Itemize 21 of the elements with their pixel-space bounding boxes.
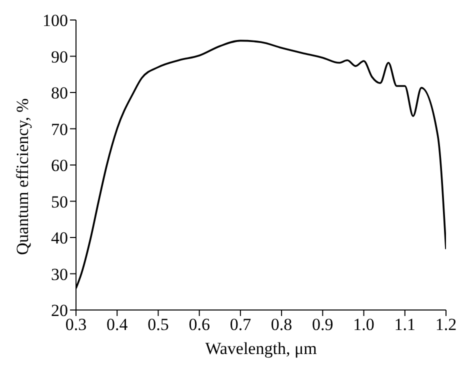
y-axis-title: Quantum efficiency, % <box>13 98 32 255</box>
x-tick-label: 0.6 <box>188 315 210 334</box>
y-tick-label: 50 <box>51 192 68 212</box>
y-tick-label: 100 <box>42 11 68 30</box>
y-tick-label: 20 <box>51 301 68 320</box>
y-tick-label: 60 <box>51 156 68 176</box>
y-tick-label: 40 <box>51 228 68 248</box>
x-tick-label: 1.1 <box>394 315 416 334</box>
x-tick-label: 0.7 <box>230 315 252 334</box>
x-tick-label: 0.4 <box>106 315 128 334</box>
y-tick-label: 30 <box>51 264 68 284</box>
x-tick-label: 0.3 <box>65 315 87 334</box>
y-tick-label: 90 <box>51 47 68 66</box>
x-tick-label: 1.0 <box>353 315 374 334</box>
y-tick-label: 80 <box>51 84 68 103</box>
x-axis-title: Wavelength, μm <box>205 339 317 358</box>
x-tick-label: 0.9 <box>312 315 334 334</box>
y-tick-label: 70 <box>51 120 68 139</box>
x-tick-label: 1.2 <box>435 315 457 334</box>
x-tick-label: 0.5 <box>148 315 169 334</box>
x-tick-label: 0.8 <box>270 315 292 334</box>
